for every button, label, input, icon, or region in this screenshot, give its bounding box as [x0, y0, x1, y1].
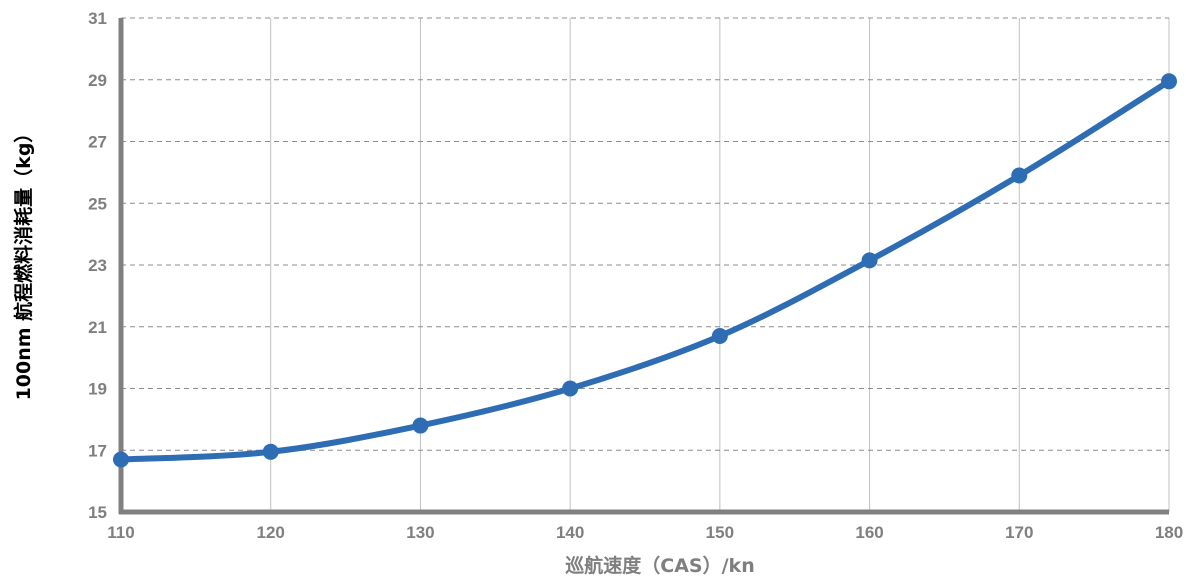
y-tick-label-27: 27 [88, 133, 107, 152]
x-tick-label-170: 170 [1005, 523, 1033, 542]
x-tick-label-150: 150 [706, 523, 734, 542]
x-axis-title: 巡航速度（CAS）/kn [565, 554, 754, 577]
x-tick-labels: 110 120 130 140 150 160 170 180 [107, 523, 1183, 542]
x-tick-label-160: 160 [855, 523, 883, 542]
data-point-160 [861, 252, 878, 269]
y-tick-label-15: 15 [88, 503, 107, 522]
data-point-180 [1161, 73, 1177, 90]
y-gridlines [121, 17, 1169, 451]
x-tick-label-110: 110 [107, 523, 134, 542]
y-tick-label-19: 19 [88, 380, 107, 399]
y-tick-label-25: 25 [88, 194, 107, 213]
data-point-170 [1011, 167, 1028, 184]
y-tick-label-17: 17 [88, 441, 107, 460]
x-tick-label-120: 120 [257, 523, 285, 542]
series-line-0 [118, 78, 1172, 463]
y-tick-labels: 15 17 19 21 23 25 27 29 31 [88, 9, 107, 522]
y-tick-label-31: 31 [88, 9, 107, 28]
x-tick-label-180: 180 [1155, 523, 1183, 542]
series-layer [113, 73, 1177, 468]
y-axis-title: 100nm 航程燃料消耗量（kg） [12, 124, 35, 401]
data-point-150 [711, 328, 728, 345]
x-tick-label-130: 130 [406, 523, 434, 542]
x-tick-label-140: 140 [556, 523, 584, 542]
data-point-130 [412, 417, 429, 434]
y-tick-label-29: 29 [88, 71, 107, 90]
data-point-110 [113, 451, 129, 468]
data-point-120 [262, 443, 279, 460]
data-point-140 [562, 380, 579, 397]
y-tick-label-23: 23 [88, 256, 107, 275]
y-tick-label-21: 21 [88, 318, 107, 337]
